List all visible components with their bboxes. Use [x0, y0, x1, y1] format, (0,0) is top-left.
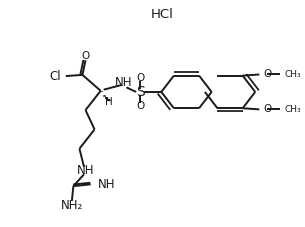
Text: NH₂: NH₂ — [61, 199, 83, 212]
Text: NH: NH — [115, 76, 132, 89]
Text: Cl: Cl — [49, 69, 61, 83]
Text: NH: NH — [77, 164, 94, 178]
Text: CH₃: CH₃ — [284, 105, 301, 114]
Text: CH₃: CH₃ — [284, 70, 301, 79]
Text: O: O — [263, 104, 271, 114]
Text: O: O — [136, 73, 144, 83]
Text: H: H — [105, 97, 113, 107]
Text: O: O — [81, 51, 90, 61]
Text: O: O — [263, 69, 271, 79]
Text: HCl: HCl — [151, 8, 174, 21]
Text: O: O — [136, 101, 144, 111]
Text: S: S — [136, 85, 145, 99]
Text: NH: NH — [98, 178, 116, 191]
